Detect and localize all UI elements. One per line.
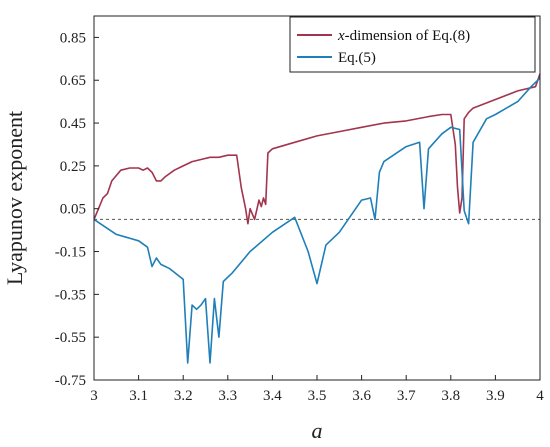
y-tick-label: 0.45 (60, 116, 86, 132)
x-tick-label: 3.3 (218, 388, 237, 404)
y-tick-label: 0.85 (60, 30, 86, 46)
y-axis-title: Lyapunov exponent (2, 111, 27, 285)
legend-label-eq5: Eq.(5) (338, 50, 376, 66)
x-tick-label: 3.1 (129, 388, 148, 404)
x-tick-label: 3 (90, 388, 98, 404)
tick-layer: 3 3.1 3.2 3.3 3.4 3.5 3.6 3.7 3.8 3.9 4 0.85 0.65 0.4… (55, 30, 545, 404)
y-tick-label: -0.15 (55, 245, 86, 261)
y-tick-label: 0.25 (60, 159, 86, 175)
x-tick-label: 4 (536, 388, 544, 404)
x-tick-label: 3.8 (441, 388, 460, 404)
y-tick-label: -0.75 (55, 373, 86, 389)
legend-label-eq8: x-dimension of Eq.(8) (337, 28, 470, 44)
legend: x-dimension of Eq.(8) Eq.(5) (289, 16, 536, 73)
x-tick-label: 3.6 (352, 388, 371, 404)
y-tick-label: 0.05 (60, 202, 86, 218)
y-tick-label: 0.65 (60, 73, 86, 89)
series-line-eq5 (93, 77, 541, 364)
legend-box (289, 16, 536, 73)
y-tick-label: -0.55 (55, 330, 86, 346)
x-tick-label: 3.7 (397, 388, 416, 404)
legend-label-eq8-rest: -dimension of Eq.(8) (345, 28, 470, 44)
x-tick-label: 3.9 (486, 388, 505, 404)
x-tick-label: 3.5 (308, 388, 327, 404)
series-line-eq8 (93, 73, 541, 225)
y-tick-label: -0.35 (55, 287, 86, 303)
x-tick-label: 3.4 (263, 388, 282, 404)
series-layer (93, 73, 541, 364)
x-tick-label: 3.2 (174, 388, 193, 404)
legend-label-eq8-prefix: x (337, 28, 345, 44)
x-axis-title: a (312, 418, 323, 443)
